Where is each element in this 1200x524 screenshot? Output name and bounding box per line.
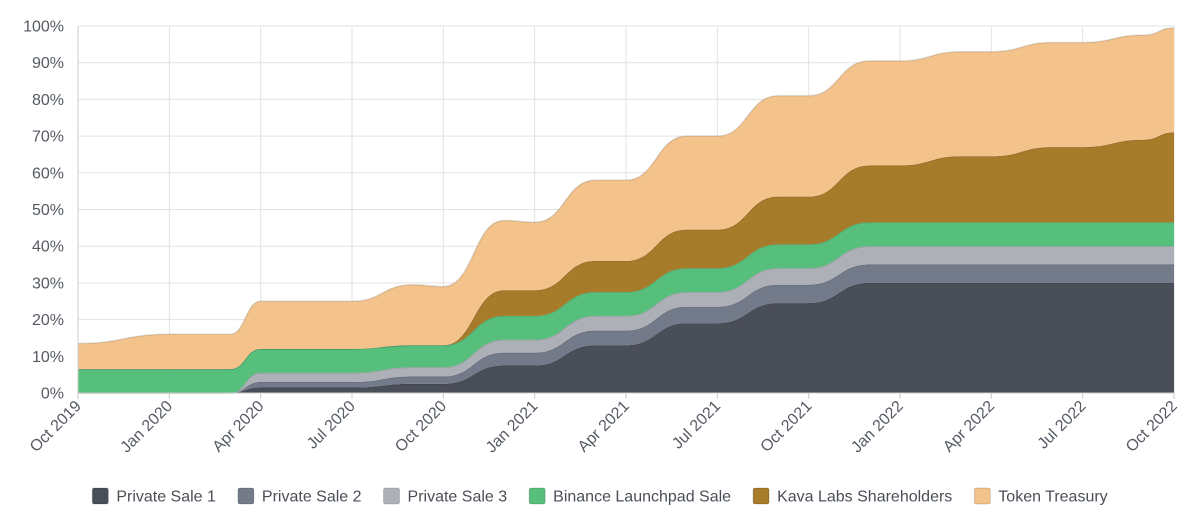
x-tick-label: Jul 2020 [304,398,359,453]
y-tick-label: 30% [32,275,64,292]
x-tick-label: Jan 2021 [483,398,542,457]
legend-swatch [528,487,546,505]
legend-label: Private Sale 1 [116,489,216,506]
legend-label: Kava Labs Shareholders [777,489,952,506]
y-tick-label: 60% [32,165,64,182]
x-tick-label: Oct 2021 [758,398,816,456]
legend-swatch [973,487,991,505]
legend-label: Binance Launchpad Sale [553,489,731,506]
x-tick-label: Jan 2022 [848,398,907,457]
legend-item-private-sale-2[interactable]: Private Sale 2 [237,487,362,506]
x-tick-label: Jul 2022 [1035,398,1090,453]
y-tick-label: 90% [32,55,64,72]
legend-item-binance-launchpad-sale[interactable]: Binance Launchpad Sale [528,487,731,506]
legend-swatch [237,487,255,505]
area-binance-launchpad-sale[interactable] [78,222,1174,393]
legend-label: Private Sale 3 [408,489,508,506]
legend-item-private-sale-1[interactable]: Private Sale 1 [91,487,216,506]
x-tick-label: Oct 2020 [392,398,450,456]
x-tick-label: Apr 2020 [210,398,268,456]
area-edge-token-treasury [77,27,1175,345]
y-tick-label: 10% [32,349,64,366]
y-tick-label: 70% [32,129,64,146]
legend-label: Private Sale 2 [262,489,362,506]
area-private-sale-1[interactable] [78,282,1174,393]
y-tick-label: 50% [32,202,64,219]
x-tick-label: Apr 2022 [940,398,998,456]
legend-item-kava-labs-shareholders[interactable]: Kava Labs Shareholders [752,487,952,506]
x-tick-label: Jan 2020 [118,398,177,457]
x-tick-label: Oct 2019 [27,398,85,456]
area-kava-labs-shareholders[interactable] [78,132,1174,370]
legend-label: Token Treasury [998,489,1107,506]
area-private-sale-2[interactable] [78,264,1174,393]
y-tick-label: 0% [41,386,64,403]
x-tick-label: Apr 2021 [575,398,633,456]
legend-item-private-sale-3[interactable]: Private Sale 3 [383,487,508,506]
x-tick-label: Oct 2022 [1123,398,1181,456]
y-tick-label: 20% [32,312,64,329]
area-private-sale-3[interactable] [78,246,1174,393]
x-tick-label: Jul 2021 [669,398,724,453]
y-tick-label: 40% [32,239,64,256]
area-token-treasury[interactable] [78,27,1174,370]
legend-swatch [383,487,401,505]
y-tick-label: 80% [32,92,64,109]
legend-item-token-treasury[interactable]: Token Treasury [973,487,1108,506]
y-tick-label: 100% [23,19,64,36]
legend-swatch [752,487,770,505]
legend[interactable]: Private Sale 1 Private Sale 2 Private Sale… [91,487,1108,506]
area-layer [77,27,1175,394]
legend-swatch [91,487,109,505]
